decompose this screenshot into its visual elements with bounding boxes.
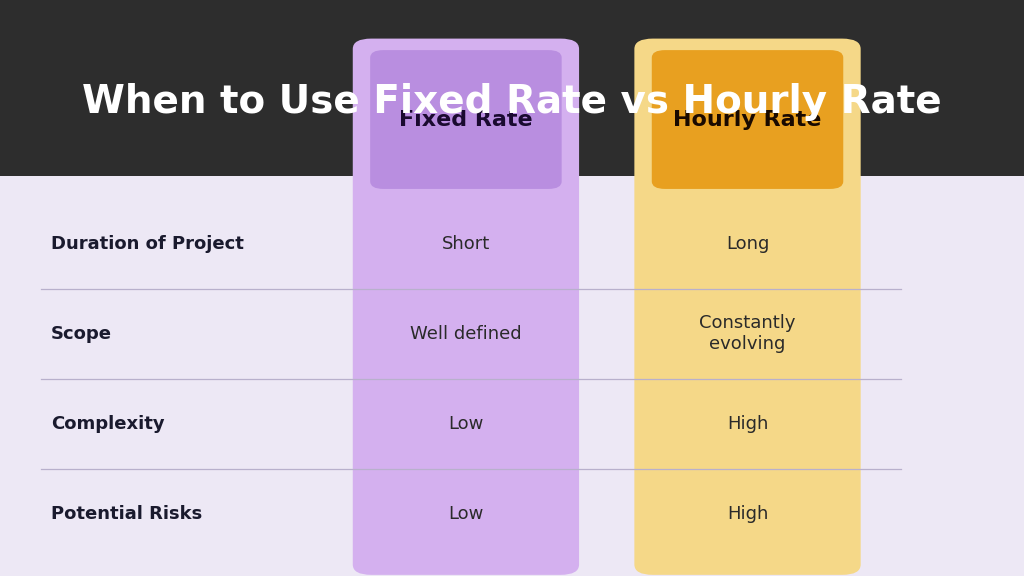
FancyBboxPatch shape xyxy=(634,39,860,575)
Text: Hourly Rate: Hourly Rate xyxy=(674,109,821,130)
Text: When to Use Fixed Rate vs Hourly Rate: When to Use Fixed Rate vs Hourly Rate xyxy=(82,83,942,121)
FancyBboxPatch shape xyxy=(352,39,580,575)
Text: Scope: Scope xyxy=(51,325,113,343)
FancyBboxPatch shape xyxy=(651,50,843,189)
Text: Constantly
evolving: Constantly evolving xyxy=(699,314,796,353)
Bar xyxy=(0,0,1024,176)
Text: High: High xyxy=(727,505,768,523)
Text: Duration of Project: Duration of Project xyxy=(51,235,244,253)
Text: Fixed Rate: Fixed Rate xyxy=(399,109,532,130)
Text: Short: Short xyxy=(441,235,490,253)
Text: Long: Long xyxy=(726,235,769,253)
Text: Well defined: Well defined xyxy=(410,325,522,343)
FancyBboxPatch shape xyxy=(371,50,561,189)
Text: Complexity: Complexity xyxy=(51,415,165,433)
Text: Potential Risks: Potential Risks xyxy=(51,505,203,523)
Text: High: High xyxy=(727,415,768,433)
Text: Low: Low xyxy=(449,415,483,433)
Bar xyxy=(0,176,1024,576)
Text: Low: Low xyxy=(449,505,483,523)
